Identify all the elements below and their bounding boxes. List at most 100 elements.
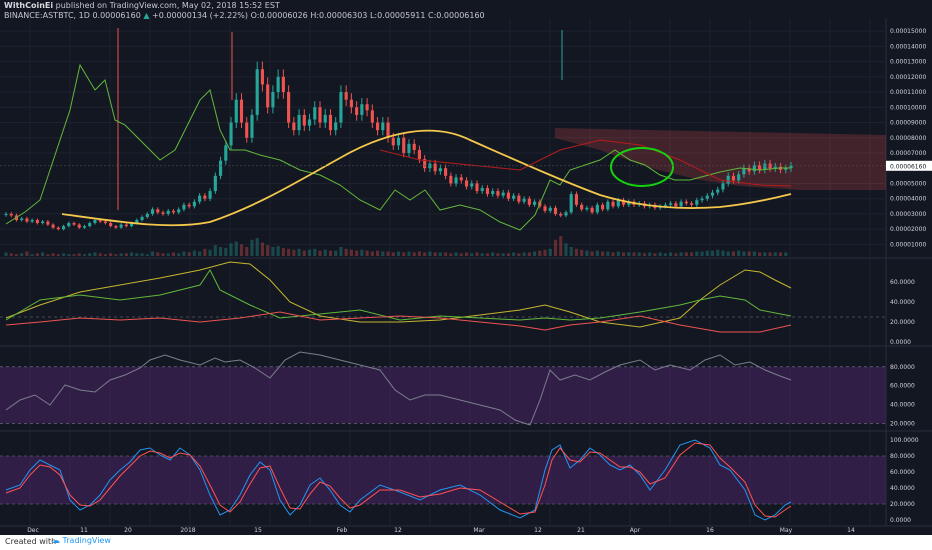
candle-body bbox=[88, 223, 92, 227]
candle-body bbox=[674, 203, 678, 207]
volume-bar bbox=[669, 252, 673, 256]
volume-bar bbox=[46, 254, 50, 256]
volume-bar bbox=[648, 252, 652, 256]
volume-bar bbox=[768, 252, 772, 256]
volume-bar bbox=[150, 251, 155, 256]
volume-bar bbox=[156, 252, 160, 256]
volume-bar bbox=[239, 244, 244, 256]
volume-bar bbox=[501, 253, 505, 256]
price-chart[interactable]: 0.00015000 0.00014000 0.00013000 0.00012000… bbox=[0, 0, 932, 535]
author-name[interactable]: WithCoinEi bbox=[4, 1, 54, 10]
volume-bar bbox=[663, 253, 667, 256]
rsi-line bbox=[5, 351, 792, 426]
volume-bar bbox=[454, 252, 458, 256]
x-tick-label: 12 bbox=[394, 527, 402, 534]
tradingview-logo[interactable]: ☁ TradingView bbox=[52, 536, 111, 545]
volume-bar bbox=[449, 253, 453, 256]
ohlc-line: BINANCE:ASTBTC, 1D 0.00006160 ▲ +0.00000… bbox=[4, 11, 485, 20]
candle-body bbox=[198, 195, 202, 202]
candle-body bbox=[784, 168, 788, 170]
volume-bar bbox=[4, 252, 8, 256]
candle-body bbox=[705, 195, 709, 199]
candle-body bbox=[255, 69, 259, 115]
volume-bar bbox=[412, 252, 416, 256]
volume-bar bbox=[538, 250, 542, 256]
y-tick-label: 0.00015000 bbox=[890, 28, 926, 35]
candle-body bbox=[585, 207, 589, 210]
candle-body bbox=[103, 221, 108, 224]
volume-bar bbox=[20, 253, 24, 256]
volume-bar bbox=[287, 248, 291, 256]
candle-body bbox=[182, 204, 186, 210]
volume-bar bbox=[297, 248, 301, 256]
x-tick-label: Mar bbox=[473, 527, 485, 534]
volume-bar bbox=[716, 249, 720, 256]
candle-body bbox=[391, 137, 395, 146]
x-tick-label: 11 bbox=[80, 527, 88, 534]
volume-bar bbox=[318, 250, 322, 256]
candle-body bbox=[737, 174, 741, 181]
volume-bar bbox=[580, 249, 584, 256]
y-tick-label: 0.00014000 bbox=[890, 43, 926, 50]
candle-body bbox=[302, 114, 306, 126]
candle-body bbox=[245, 122, 249, 138]
candle-body bbox=[402, 137, 406, 153]
candle-body bbox=[532, 201, 537, 205]
volume-bar bbox=[705, 250, 709, 256]
candle-body bbox=[569, 194, 573, 213]
candle-body bbox=[721, 183, 725, 190]
volume-bar bbox=[224, 247, 228, 256]
volume-bar bbox=[88, 253, 92, 256]
volume-bar bbox=[773, 252, 777, 256]
candle-body bbox=[130, 223, 134, 227]
volume-bar bbox=[130, 252, 134, 256]
volume-bar bbox=[601, 251, 605, 256]
candle-body bbox=[621, 200, 626, 205]
annotation-circle bbox=[610, 147, 674, 187]
up-arrow-icon: ▲ bbox=[143, 11, 150, 20]
candle-body bbox=[758, 165, 762, 170]
candle-body bbox=[601, 204, 605, 210]
y-tick-label: 0.00012000 bbox=[890, 74, 926, 81]
candle-body bbox=[417, 149, 422, 160]
volume-bar bbox=[726, 251, 730, 256]
candle-body bbox=[35, 220, 39, 224]
volume-bar bbox=[459, 253, 463, 256]
volume-bar bbox=[485, 253, 490, 256]
volume-bar bbox=[747, 251, 751, 256]
candle-body bbox=[161, 212, 165, 214]
candle-body bbox=[140, 216, 144, 221]
volume-bar bbox=[271, 247, 275, 256]
x-tick-label: Apr bbox=[630, 527, 641, 534]
volume-bar bbox=[370, 251, 374, 256]
volume-bar bbox=[135, 253, 139, 256]
candle-body bbox=[595, 204, 599, 213]
candle-body bbox=[449, 175, 453, 184]
volume-bar bbox=[260, 242, 265, 256]
volume-bar bbox=[763, 252, 767, 256]
volume-bar bbox=[438, 252, 442, 256]
volume-bar bbox=[292, 249, 296, 256]
indicator-line-green bbox=[5, 63, 791, 231]
candle-body bbox=[145, 213, 149, 217]
volume-bar bbox=[56, 254, 60, 256]
x-tick-label: 2018 bbox=[180, 527, 195, 534]
last-price-label: 0.00006160 bbox=[890, 163, 926, 170]
candle-body bbox=[407, 143, 411, 153]
volume-bar bbox=[684, 252, 688, 256]
candle-body bbox=[30, 220, 34, 222]
candle-body bbox=[763, 163, 767, 170]
candle-body bbox=[590, 207, 594, 213]
volume-bar bbox=[731, 251, 736, 256]
candle-body bbox=[192, 201, 196, 207]
y-tick-label: 0.00003000 bbox=[890, 211, 926, 218]
candle-body bbox=[663, 204, 667, 207]
volume-bar bbox=[25, 251, 29, 256]
candle-body bbox=[512, 195, 516, 199]
volume-bar bbox=[166, 253, 170, 256]
volume-bar bbox=[595, 250, 599, 256]
volume-bar bbox=[145, 254, 149, 256]
candle-body bbox=[669, 203, 673, 205]
volume-bar bbox=[276, 246, 280, 256]
candle-body bbox=[297, 114, 301, 131]
